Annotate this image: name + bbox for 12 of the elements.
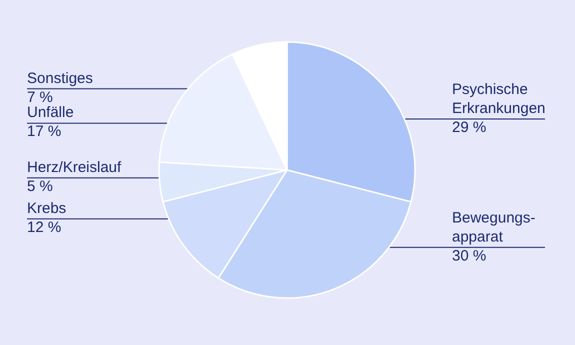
slice-label: Unfälle: [27, 104, 74, 122]
data-label: 12 %: [27, 218, 62, 236]
data-label: 7 %: [27, 88, 53, 106]
slice-label: Sonstiges: [27, 70, 93, 87]
slice-label: Bewegungs-apparat: [452, 209, 536, 246]
slice-label: Psychische Erkrankungen: [452, 81, 546, 118]
data-label: 29 %: [452, 119, 486, 136]
data-label: 30 %: [452, 247, 486, 264]
data-label: 5 %: [27, 178, 53, 195]
slice-label: Herz/Kreislauf: [27, 158, 122, 176]
slice-label: Krebs: [27, 200, 66, 217]
data-label: 17 %: [27, 123, 62, 140]
